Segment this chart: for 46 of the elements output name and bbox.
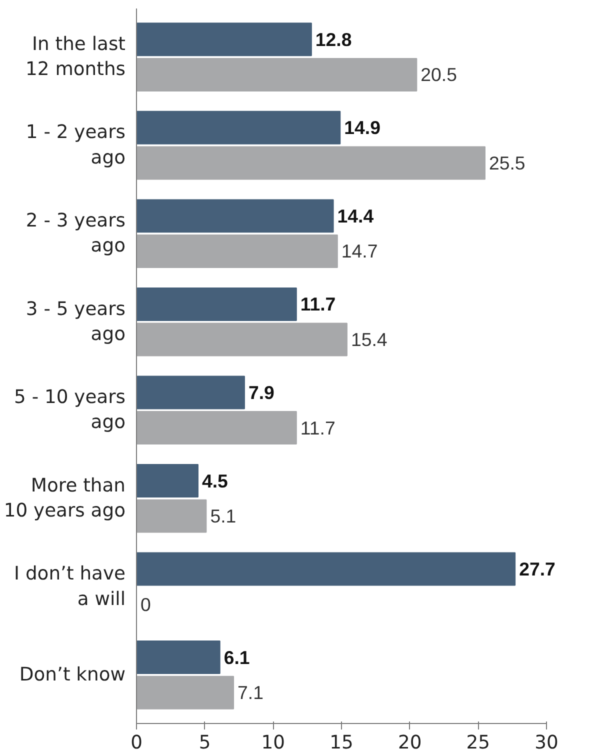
bar [136,411,297,445]
data-label: 7.1 [238,682,264,704]
y-tick-label: 1 - 2 years ago [26,122,126,168]
bar [136,22,312,56]
bar [136,58,418,92]
data-label: 0 [140,594,151,615]
data-label: 15.4 [350,329,388,350]
bar [136,146,486,180]
y-tick-label: 5 - 10 years ago [14,387,126,434]
bar [136,199,334,233]
data-label: 14.7 [341,240,378,262]
bar [136,287,297,321]
data-label: 5.1 [210,506,236,527]
data-label: 12.8 [315,28,352,50]
data-label: 27.7 [519,558,556,580]
bar [136,322,348,356]
data-label: 11.7 [300,294,336,315]
bar [136,110,341,144]
x-tick-label: 25 [466,732,490,751]
data-label: 7.9 [248,382,274,403]
data-label: 20.5 [420,64,457,86]
y-tick-label: I don’t have a will [14,564,126,610]
data-label: 25.5 [489,152,526,174]
bar [136,676,234,710]
bar [136,376,245,410]
data-label: 4.5 [202,470,228,492]
data-label: 14.9 [344,117,380,138]
bar [136,234,338,268]
x-tick-label: 15 [330,732,354,751]
x-tick-label: 30 [534,732,558,751]
y-tick-label: Don’t know [19,664,126,686]
x-tick-label: 5 [198,732,211,751]
x-tick-label: 10 [261,732,286,751]
bar [136,640,220,674]
bar [136,499,207,533]
x-tick-label: 20 [398,732,422,751]
y-tick-label: In the last 12 months [26,34,126,80]
data-label: 14.4 [337,205,374,226]
bar [136,464,198,498]
y-tick-label: More than 10 years ago [4,475,126,522]
data-label: 11.7 [300,417,336,438]
y-tick-label: 2 - 3 years ago [26,210,126,257]
bar [136,552,516,586]
y-tick-label: 3 - 5 years ago [26,298,126,345]
data-label: 6.1 [224,646,250,668]
x-tick-label: 0 [130,732,142,751]
